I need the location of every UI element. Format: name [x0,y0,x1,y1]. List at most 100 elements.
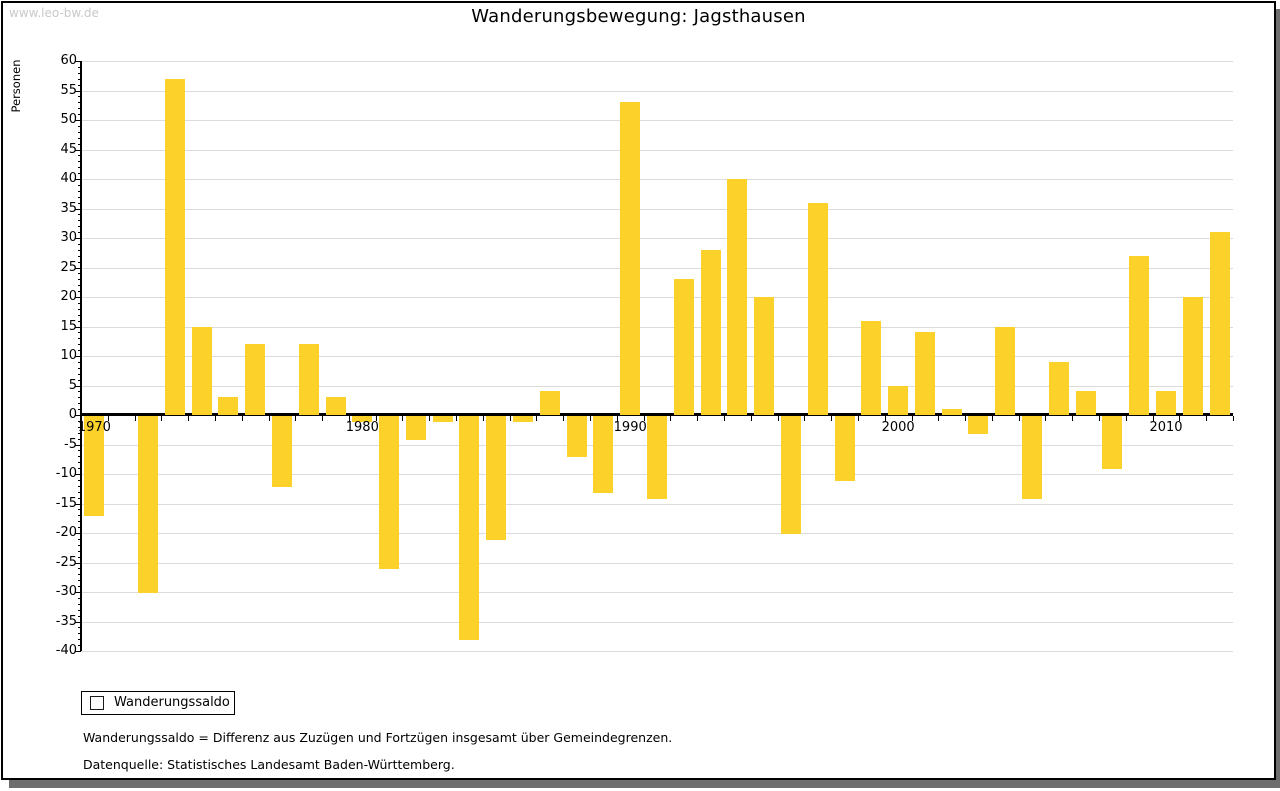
x-tick [1125,416,1127,421]
bar-1980 [352,416,373,422]
y-tick [78,167,81,169]
x-tick [670,416,672,421]
x-tick [777,416,779,421]
y-tick [78,66,81,68]
y-tick [78,645,81,647]
y-axis-label: 40 [60,171,77,186]
y-tick [78,603,81,605]
y-tick [78,509,81,511]
gridline [81,356,1233,357]
y-tick [78,302,81,304]
y-tick [78,521,81,523]
x-tick [482,416,484,421]
x-tick [804,416,806,421]
y-tick [75,651,81,652]
gridline [81,208,1233,210]
y-tick [78,226,81,228]
x-tick [857,416,859,421]
gridline [81,651,1233,652]
bar-1970 [84,416,105,517]
bar-2005 [1022,416,1043,499]
y-tick [78,279,81,281]
y-tick [78,426,81,428]
y-tick [78,397,81,399]
y-axis-label: -20 [55,525,77,540]
bar-2010 [1156,391,1177,415]
gridline [81,533,1233,534]
x-tick [1045,416,1047,421]
y-axis-label: -15 [55,495,77,511]
y-tick [75,90,81,92]
y-tick [78,391,81,393]
x-tick [1018,416,1020,421]
bar-2009 [1129,255,1150,415]
y-tick [75,562,81,564]
x-tick [429,416,431,421]
bar-1977 [271,416,292,487]
y-tick [78,479,81,481]
y-tick [78,291,81,293]
y-tick [78,102,81,104]
y-tick [78,432,81,434]
bar-1996 [780,416,801,534]
legend-box: Wanderungssaldo [81,691,235,715]
y-tick [78,232,81,234]
y-tick [78,155,81,157]
x-tick [1152,416,1154,421]
bar-1986 [513,416,534,422]
y-tick [78,597,81,599]
x-tick [322,416,324,421]
x-tick [107,416,109,421]
y-tick [78,609,81,611]
x-axis-label: 2010 [1149,420,1183,435]
y-tick [75,120,81,121]
footnote-source: Datenquelle: Statistisches Landesamt Bad… [83,757,455,772]
x-axis-line [81,413,1233,416]
bar-1988 [566,416,587,458]
y-tick [75,621,81,623]
y-tick [78,131,81,133]
x-tick [1179,416,1181,421]
y-tick [75,503,81,505]
y-axis-label: 0 [68,407,77,422]
y-tick [78,202,81,204]
y-tick [78,350,81,352]
y-axis-label: 15 [60,318,77,334]
y-tick [75,415,81,416]
y-tick [78,450,81,452]
y-tick [78,556,81,558]
x-axis-label: 2000 [881,420,915,435]
y-tick [75,149,81,151]
y-tick [78,320,81,322]
y-tick [78,125,81,127]
bar-1989 [593,416,614,493]
y-tick [78,497,81,499]
bar-1987 [539,391,560,415]
y-axis-title: Personen [9,59,23,113]
x-tick [241,416,243,421]
y-axis-label: -35 [55,613,77,629]
x-tick [911,416,913,421]
y-axis-label: -5 [64,436,77,452]
y-axis-line [80,61,82,651]
y-tick [78,367,81,369]
x-axis-label: 1970 [77,420,111,435]
y-tick [78,468,81,470]
gridline [81,61,1233,62]
y-axis-label: -10 [55,466,77,481]
x-tick [590,416,592,421]
x-tick [991,416,993,421]
bar-2003 [968,416,989,434]
y-tick [75,208,81,210]
legend-label: Wanderungssaldo [114,695,230,710]
y-tick [78,285,81,287]
gridline [81,503,1233,505]
x-tick [1206,416,1208,421]
gridline [81,621,1233,623]
y-tick [75,267,81,269]
footnote-definition: Wanderungssaldo = Differenz aus Zuzügen … [83,730,673,745]
x-tick [750,416,752,421]
bar-1974 [191,326,212,415]
bar-1973 [164,78,185,415]
